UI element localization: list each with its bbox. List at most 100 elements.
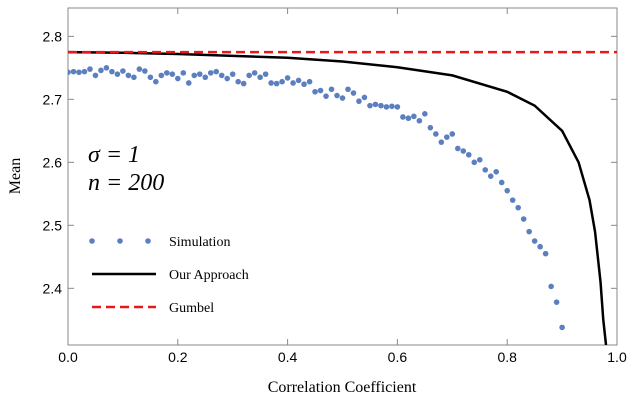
- series-line: [68, 50, 608, 345]
- y-tick-label: 2.7: [43, 91, 63, 107]
- legend-marker: [117, 238, 123, 244]
- y-tick-label: 2.4: [43, 280, 63, 296]
- point: [350, 90, 357, 96]
- point: [207, 70, 214, 76]
- point: [125, 72, 132, 79]
- point: [213, 68, 220, 75]
- point: [257, 74, 263, 81]
- point: [196, 71, 203, 77]
- legend-label: Gumbel: [169, 301, 214, 316]
- point: [246, 72, 252, 79]
- point: [290, 80, 296, 86]
- plot-area: [68, 50, 617, 345]
- point: [542, 250, 549, 257]
- point: [131, 74, 137, 81]
- point: [136, 66, 143, 72]
- point: [520, 216, 527, 222]
- point: [454, 145, 461, 152]
- point: [240, 80, 247, 87]
- point: [400, 114, 406, 120]
- point: [323, 93, 329, 99]
- annotation: n = 200: [88, 170, 164, 196]
- point: [548, 283, 554, 290]
- point: [98, 67, 104, 74]
- point: [273, 80, 280, 87]
- point: [433, 131, 439, 137]
- point: [202, 74, 209, 81]
- x-axis-label: Correlation Coefficient: [268, 379, 417, 396]
- point: [306, 78, 313, 85]
- point: [493, 168, 500, 175]
- point: [268, 80, 274, 86]
- point: [460, 148, 467, 154]
- point: [218, 72, 225, 79]
- point: [438, 139, 445, 145]
- point: [339, 95, 346, 101]
- x-tick-label: 0.2: [168, 349, 188, 365]
- point: [262, 71, 269, 77]
- point: [224, 75, 231, 82]
- point: [372, 101, 379, 108]
- point: [328, 86, 335, 93]
- point: [378, 102, 384, 109]
- point: [553, 299, 560, 305]
- point: [92, 72, 99, 79]
- point: [444, 134, 450, 140]
- point: [120, 68, 126, 74]
- point: [356, 98, 362, 105]
- point: [229, 71, 236, 77]
- point: [103, 65, 110, 71]
- point: [465, 151, 472, 158]
- y-tick-label: 2.8: [43, 28, 63, 44]
- legend-marker: [89, 238, 95, 244]
- point: [482, 167, 489, 173]
- point: [317, 87, 324, 94]
- point: [142, 68, 148, 74]
- point: [367, 102, 373, 109]
- point: [526, 228, 532, 235]
- point: [114, 71, 121, 77]
- point: [422, 111, 428, 117]
- point: [389, 103, 395, 110]
- plot-frame: [67, 7, 618, 346]
- legend-label: Simulation: [169, 235, 230, 250]
- point: [515, 204, 521, 211]
- point: [334, 92, 340, 99]
- point: [498, 179, 505, 186]
- point: [559, 324, 565, 331]
- y-tick-label: 2.6: [43, 154, 63, 170]
- point: [81, 68, 88, 75]
- point: [279, 78, 285, 85]
- point: [109, 68, 115, 75]
- x-tick-label: 0.4: [278, 349, 298, 365]
- point: [537, 243, 543, 250]
- y-tick-label: 2.5: [43, 217, 63, 233]
- y-axis-label: Mean: [7, 158, 24, 194]
- point: [180, 70, 187, 76]
- point: [449, 131, 456, 137]
- x-tick-label: 0.0: [58, 349, 78, 365]
- point: [405, 115, 412, 122]
- point: [87, 66, 93, 72]
- point: [235, 78, 241, 85]
- point: [169, 71, 176, 77]
- point: [509, 197, 516, 203]
- point: [416, 117, 423, 124]
- point: [301, 81, 307, 88]
- point: [164, 70, 170, 76]
- point: [70, 68, 77, 75]
- point: [295, 77, 302, 84]
- point: [531, 238, 538, 244]
- point: [345, 86, 351, 93]
- x-tick-label: 1.0: [607, 349, 627, 365]
- point: [153, 78, 159, 85]
- point: [185, 80, 192, 86]
- point: [476, 157, 483, 163]
- point: [471, 159, 478, 166]
- point: [251, 70, 258, 76]
- point: [383, 104, 390, 110]
- point: [284, 75, 291, 81]
- point: [76, 69, 82, 76]
